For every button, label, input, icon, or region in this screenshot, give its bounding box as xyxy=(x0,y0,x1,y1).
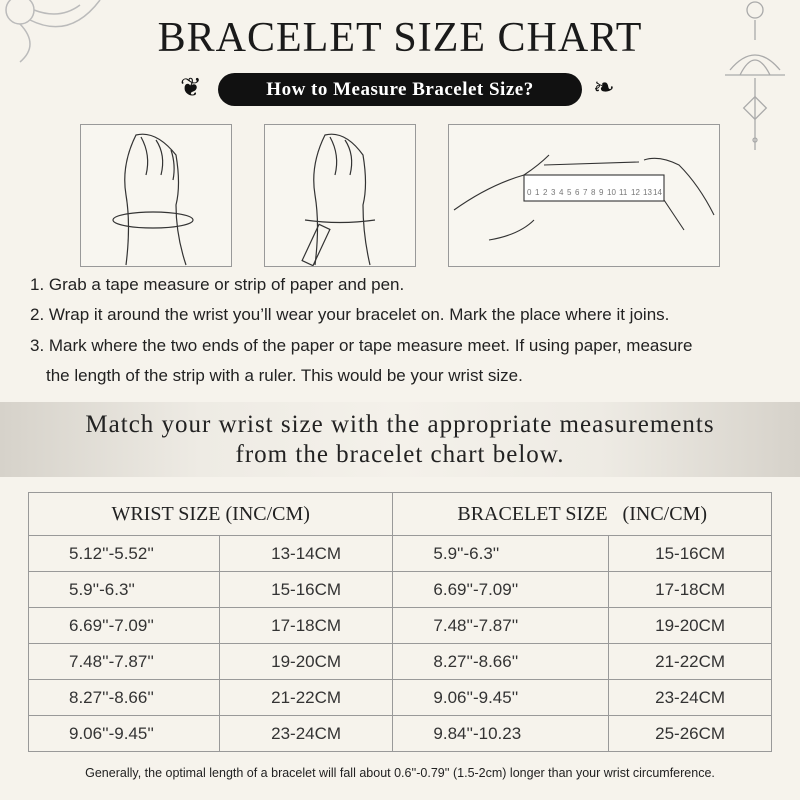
bracelet-inches: 9.06''-9.45'' xyxy=(392,679,610,716)
illustration-measure-ruler: 0 1 2 3 4 5 6 7 8 9 10 11 12 13 14 xyxy=(448,124,720,267)
ruler-label: 8 xyxy=(591,188,596,197)
hands-ruler-icon: 0 1 2 3 4 5 6 7 8 9 10 11 12 13 14 xyxy=(453,154,715,241)
ruler-label: 13 xyxy=(643,188,652,197)
wrist-cm: 15-16CM xyxy=(218,571,394,608)
ruler-label: 4 xyxy=(559,188,564,197)
subtitle-pill: How to Measure Bracelet Size? xyxy=(218,73,582,106)
bracelet-cm: 25-26CM xyxy=(608,715,772,752)
step-3: 3. Mark where the two ends of the paper … xyxy=(30,336,693,355)
table-row: 8.27''-8.66'' 21-22CM 9.06''-9.45'' 23-24CM xyxy=(28,679,772,716)
bracelet-inches: 8.27''-8.66'' xyxy=(392,643,610,680)
wrist-inches: 5.12''-5.52'' xyxy=(28,535,220,572)
table-row: 5.9''-6.3'' 15-16CM 6.69''-7.09'' 17-18CM xyxy=(28,571,772,608)
mandala-ornament-icon xyxy=(5,0,101,63)
size-table: WRIST SIZE (INC/CM) BRACELET SIZE (INC/C… xyxy=(27,492,772,752)
ruler-label: 0 xyxy=(527,188,532,197)
wrist-inches: 6.69''-7.09'' xyxy=(28,607,220,644)
step-1: 1. Grab a tape measure or strip of paper… xyxy=(30,275,405,294)
ruler-label: 7 xyxy=(583,188,588,197)
ruler-label: 14 xyxy=(653,188,662,197)
wrist-inches: 5.9''-6.3'' xyxy=(28,571,220,608)
table-header-row: WRIST SIZE (INC/CM) BRACELET SIZE (INC/C… xyxy=(27,492,772,536)
ruler-label: 6 xyxy=(575,188,580,197)
bracelet-cm: 19-20CM xyxy=(608,607,772,644)
band-line-1: Match your wrist size with the appropria… xyxy=(85,411,715,438)
ruler-label: 9 xyxy=(599,188,604,197)
footer-note: Generally, the optimal length of a brace… xyxy=(85,766,715,780)
wrist-inches: 9.06''-9.45'' xyxy=(28,715,220,752)
page-title: BRACELET SIZE CHART xyxy=(157,15,643,61)
bracelet-inches: 5.9''-6.3'' xyxy=(392,535,610,572)
swirl-left-icon: ❦ xyxy=(180,72,202,102)
bracelet-cm: 23-24CM xyxy=(608,679,772,716)
illustration-wrap-wrist xyxy=(80,124,232,267)
band-line-2: from the bracelet chart below. xyxy=(235,441,565,468)
header-wrist-size: WRIST SIZE (INC/CM) xyxy=(27,492,394,536)
hand-pen-icon xyxy=(301,133,376,267)
wrist-inches: 7.48''-7.87'' xyxy=(28,643,220,680)
ruler-label: 1 xyxy=(535,188,540,197)
step-2: 2. Wrap it around the wrist you’ll wear … xyxy=(30,305,670,324)
wrist-cm: 23-24CM xyxy=(218,715,394,752)
ruler-label: 2 xyxy=(543,188,548,197)
ruler-label: 11 xyxy=(619,188,628,197)
bracelet-inches: 9.84''-10.23 xyxy=(392,715,610,752)
wrist-cm: 17-18CM xyxy=(218,607,394,644)
instruction-band: Match your wrist size with the appropria… xyxy=(0,402,800,477)
wrist-cm: 21-22CM xyxy=(218,679,394,716)
table-row: 9.06''-9.45'' 23-24CM 9.84''-10.23 25-26CM xyxy=(28,715,772,752)
table-row: 7.48''-7.87'' 19-20CM 8.27''-8.66'' 21-22CM xyxy=(28,643,772,680)
ruler-label: 3 xyxy=(551,188,556,197)
table-row: 6.69''-7.09'' 17-18CM 7.48''-7.87'' 19-20CM xyxy=(28,607,772,644)
swirl-right-icon: ❧ xyxy=(593,72,615,102)
bracelet-cm: 21-22CM xyxy=(608,643,772,680)
wrist-cm: 19-20CM xyxy=(218,643,394,680)
bracelet-cm: 17-18CM xyxy=(608,571,772,608)
ruler-label: 5 xyxy=(567,188,572,197)
ruler-label: 10 xyxy=(607,188,616,197)
lotus-ornament-icon xyxy=(725,1,785,150)
hand-tape-icon xyxy=(112,133,194,266)
illustration-mark-wrist xyxy=(264,124,416,267)
bracelet-inches: 6.69''-7.09'' xyxy=(392,571,610,608)
step-3-continued: the length of the strip with a ruler. Th… xyxy=(46,366,523,385)
header-bracelet-size: BRACELET SIZE (INC/CM) xyxy=(392,492,772,536)
wrist-cm: 13-14CM xyxy=(218,535,394,572)
wrist-inches: 8.27''-8.66'' xyxy=(28,679,220,716)
table-row: 5.12''-5.52'' 13-14CM 5.9''-6.3'' 15-16CM xyxy=(28,535,772,572)
bracelet-inches: 7.48''-7.87'' xyxy=(392,607,610,644)
ruler-label: 12 xyxy=(631,188,640,197)
bracelet-cm: 15-16CM xyxy=(608,535,772,572)
ruler-labels: 0 1 2 3 4 5 6 7 8 9 10 11 12 13 14 xyxy=(527,188,662,197)
